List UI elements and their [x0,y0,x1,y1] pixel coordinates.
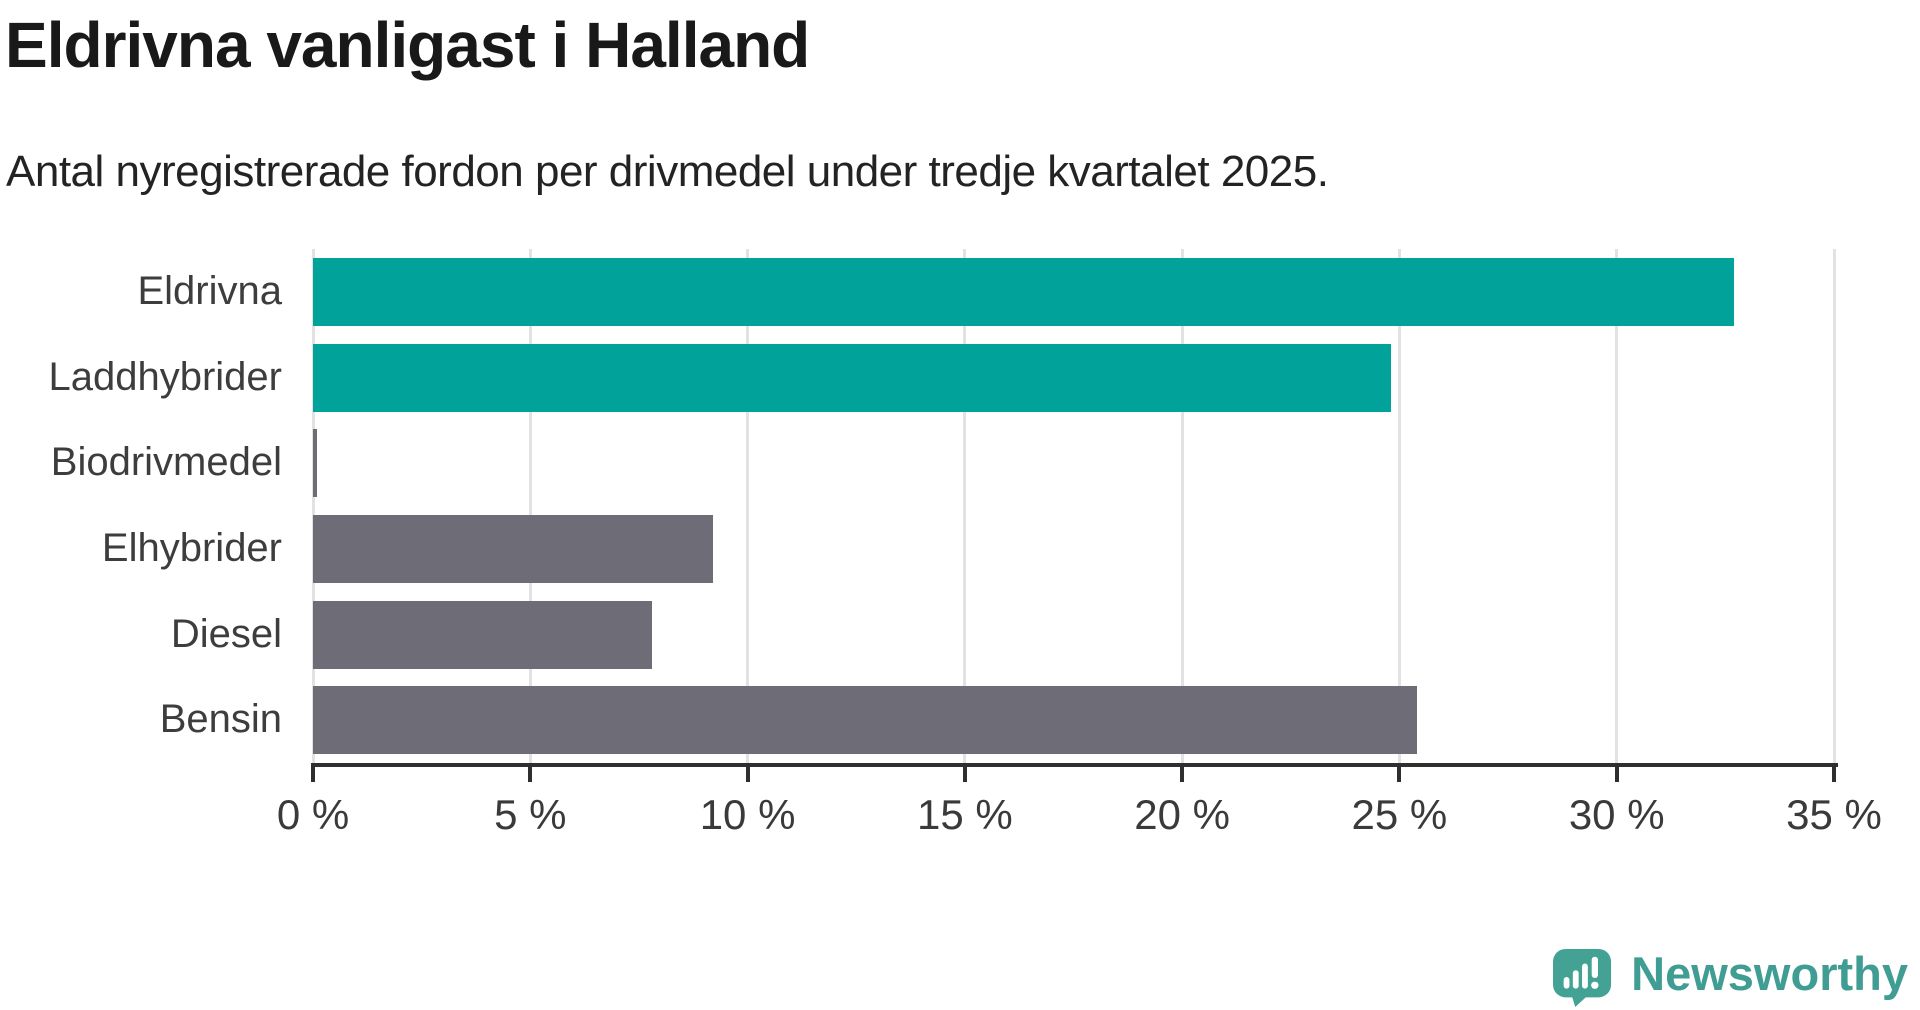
gridline-30 [1615,249,1619,763]
x-tick-label-35: 35 % [1786,791,1882,838]
x-axis-line [311,763,1838,767]
y-label-biodrivmedel: Biodrivmedel [50,440,282,485]
gridline-15 [963,249,967,763]
gridline-25 [1397,249,1401,763]
x-tick-35 [1832,767,1836,782]
newsworthy-logo-text: Newsworthy [1631,946,1908,1000]
y-label-bensin: Bensin [159,697,282,742]
y-label-laddhybrider: Laddhybrider [48,354,283,399]
x-tick-25 [1397,767,1402,782]
bar-biodrivmedel [313,429,318,498]
x-tick-label-30: 30 % [1568,791,1665,838]
bar-laddhybrider [313,343,1391,412]
gridline-5 [528,249,532,763]
x-tick-label-15: 15 % [916,791,1013,838]
gridline-10 [746,249,750,763]
x-tick-label-0: 0 % [276,791,350,838]
gridline-35 [1832,249,1836,763]
y-label-diesel: Diesel [170,611,282,656]
y-axis-labels: Eldrivna Laddhybrider Biodrivmedel Elhybrid… [0,249,283,763]
gridline-0 [311,249,315,763]
bar-diesel [313,600,652,669]
x-tick-label-5: 5 % [494,791,567,838]
y-label-eldrivna: Eldrivna [137,269,282,313]
bar-bensin [313,686,1417,755]
x-tick-0 [311,767,315,782]
x-tick-5 [528,767,533,782]
x-tick-label-10: 10 % [699,791,796,838]
x-tick-10 [745,767,750,782]
newsworthy-logo: Newsworthy [1552,948,1908,1008]
x-tick-15 [962,767,967,782]
y-label-elhybrider: Elhybrider [101,526,282,570]
x-tick-label-25: 25 % [1351,791,1448,838]
x-tick-20 [1180,767,1185,782]
x-tick-30 [1614,767,1619,782]
bar-eldrivna [313,257,1735,326]
chart-title: Eldrivna vanligast i Halland [5,9,810,81]
x-tick-label-20: 20 % [1134,791,1230,838]
gridline-20 [1180,249,1184,763]
chart-subtitle: Antal nyregistrerade fordon per drivmede… [6,147,1329,196]
newsworthy-logo-icon [1553,948,1612,1008]
plot-area [311,249,1836,763]
bar-elhybrider [313,514,713,583]
